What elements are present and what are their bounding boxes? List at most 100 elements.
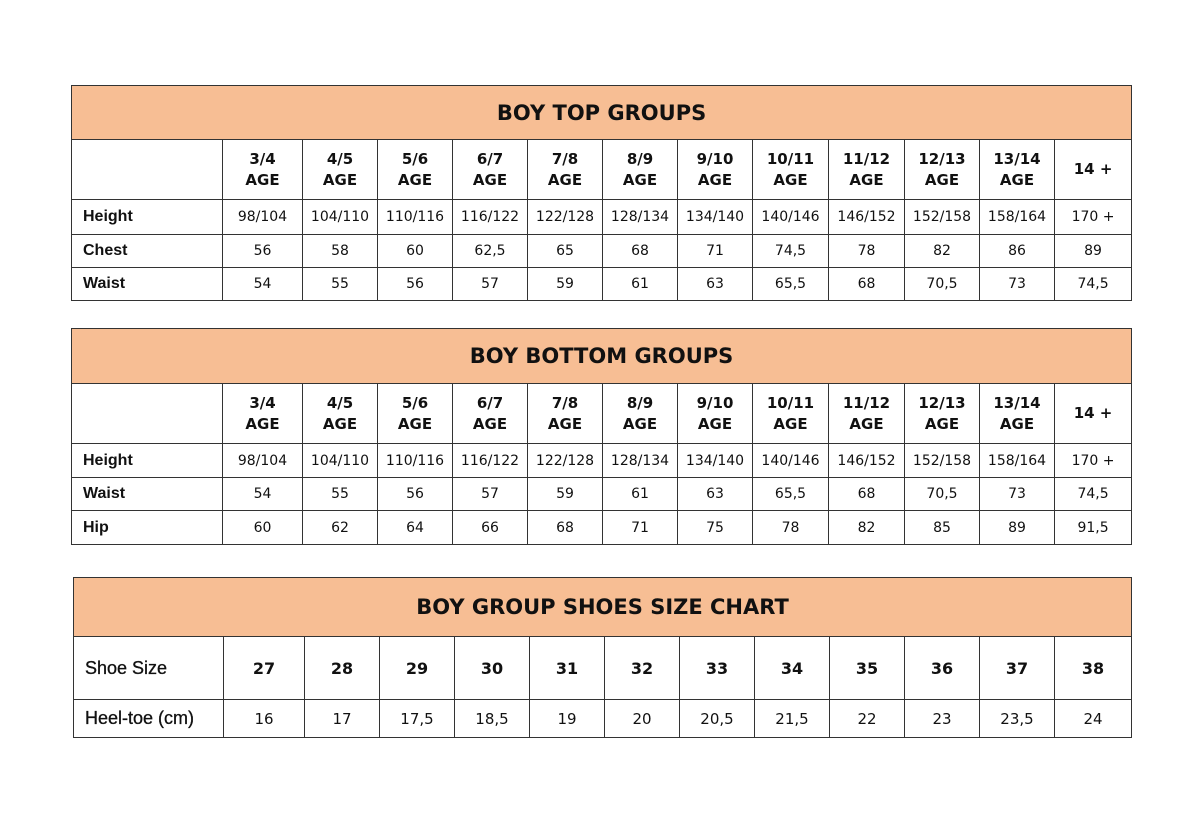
cell-value: 68 <box>828 477 905 511</box>
cell-value: 128/134 <box>602 199 678 235</box>
column-header: 4/5 AGE <box>302 383 378 444</box>
cell-value: 38 <box>1053 636 1133 700</box>
column-header: 12/13 AGE <box>904 139 980 200</box>
cell-value: 24 <box>1053 699 1133 738</box>
cell-value: 27 <box>223 636 305 700</box>
cell-value: 37 <box>979 636 1055 700</box>
cell-value: 65 <box>527 234 603 268</box>
cell-value: 29 <box>379 636 455 700</box>
column-header: 5/6 AGE <box>377 139 453 200</box>
cell-value: 22 <box>829 699 905 738</box>
column-header: 11/12 AGE <box>828 139 905 200</box>
cell-value: 34 <box>754 636 830 700</box>
cell-value: 70,5 <box>904 477 980 511</box>
row-label: Waist <box>71 477 223 511</box>
cell-value: 61 <box>602 267 678 301</box>
cell-value: 82 <box>828 510 905 545</box>
cell-value: 55 <box>302 477 378 511</box>
cell-value: 91,5 <box>1053 510 1133 545</box>
row-label: Waist <box>71 267 223 301</box>
boy-top-groups-table: BOY TOP GROUPS 3/4 AGE 4/5 AGE 5/6 AGE 6/7 AGE 7/… <box>70 85 1133 301</box>
cell-value: 128/134 <box>602 443 678 478</box>
column-header: 3/4 AGE <box>222 139 303 200</box>
cell-value: 68 <box>527 510 603 545</box>
cell-value: 152/158 <box>904 443 980 478</box>
table-title: BOY BOTTOM GROUPS <box>70 328 1133 384</box>
row-label: Shoe Size <box>73 636 224 700</box>
cell-value: 21,5 <box>754 699 830 738</box>
row-label: Height <box>71 443 223 478</box>
column-header: 13/14 AGE <box>979 139 1055 200</box>
column-header: 12/13 AGE <box>904 383 980 444</box>
cell-value: 85 <box>904 510 980 545</box>
cell-value: 64 <box>377 510 453 545</box>
cell-value: 116/122 <box>452 199 528 235</box>
cell-value: 56 <box>222 234 303 268</box>
cell-value: 60 <box>377 234 453 268</box>
cell-value: 56 <box>377 477 453 511</box>
cell-value: 73 <box>979 477 1055 511</box>
cell-value: 57 <box>452 267 528 301</box>
column-header: 10/11 AGE <box>752 139 829 200</box>
cell-value: 20 <box>604 699 680 738</box>
cell-value: 56 <box>377 267 453 301</box>
column-header: 7/8 AGE <box>527 139 603 200</box>
cell-value: 82 <box>904 234 980 268</box>
cell-value: 73 <box>979 267 1055 301</box>
cell-value: 140/146 <box>752 199 829 235</box>
cell-value: 30 <box>454 636 530 700</box>
empty-corner-cell <box>71 383 223 444</box>
cell-value: 31 <box>529 636 605 700</box>
cell-value: 74,5 <box>1053 477 1133 511</box>
cell-value: 74,5 <box>752 234 829 268</box>
column-header: 4/5 AGE <box>302 139 378 200</box>
cell-value: 89 <box>979 510 1055 545</box>
cell-value: 104/110 <box>302 199 378 235</box>
table-row: Hip 60 62 64 66 68 71 75 78 82 85 89 91,5 <box>71 510 1133 545</box>
cell-value: 116/122 <box>452 443 528 478</box>
column-header: 8/9 AGE <box>602 139 678 200</box>
row-label: Heel-toe (cm) <box>73 699 224 738</box>
cell-value: 70,5 <box>904 267 980 301</box>
column-header: 14 + <box>1053 383 1133 444</box>
cell-value: 122/128 <box>527 443 603 478</box>
column-header: 9/10 AGE <box>677 139 753 200</box>
cell-value: 35 <box>829 636 905 700</box>
cell-value: 146/152 <box>828 443 905 478</box>
cell-value: 58 <box>302 234 378 268</box>
cell-value: 110/116 <box>377 199 453 235</box>
cell-value: 140/146 <box>752 443 829 478</box>
cell-value: 23 <box>904 699 980 738</box>
cell-value: 75 <box>677 510 753 545</box>
cell-value: 59 <box>527 267 603 301</box>
cell-value: 18,5 <box>454 699 530 738</box>
cell-value: 68 <box>828 267 905 301</box>
column-header: 11/12 AGE <box>828 383 905 444</box>
cell-value: 98/104 <box>222 199 303 235</box>
table-row: Waist 54 55 56 57 59 61 63 65,5 68 70,5 73 74,5 <box>71 477 1133 511</box>
table-row: Heel-toe (cm) 16 17 17,5 18,5 19 20 20,5 21,5 22 2… <box>73 699 1133 738</box>
cell-value: 86 <box>979 234 1055 268</box>
cell-value: 146/152 <box>828 199 905 235</box>
column-header: 6/7 AGE <box>452 139 528 200</box>
column-header: 7/8 AGE <box>527 383 603 444</box>
table-title: BOY TOP GROUPS <box>70 85 1133 140</box>
cell-value: 17 <box>304 699 380 738</box>
cell-value: 20,5 <box>679 699 755 738</box>
table-row: Waist 54 55 56 57 59 61 63 65,5 68 70,5 73 74,5 <box>71 267 1133 301</box>
table-row: Height 98/104 104/110 110/116 116/122 122/128… <box>71 443 1133 478</box>
cell-value: 57 <box>452 477 528 511</box>
row-label: Height <box>71 199 223 235</box>
cell-value: 158/164 <box>979 199 1055 235</box>
column-header: 3/4 AGE <box>222 383 303 444</box>
row-label: Chest <box>71 234 223 268</box>
cell-value: 66 <box>452 510 528 545</box>
row-label: Hip <box>71 510 223 545</box>
table-row: Height 98/104 104/110 110/116 116/122 122/128… <box>71 199 1133 235</box>
cell-value: 71 <box>602 510 678 545</box>
cell-value: 152/158 <box>904 199 980 235</box>
column-header: 8/9 AGE <box>602 383 678 444</box>
boy-shoes-size-table: BOY GROUP SHOES SIZE CHART Shoe Size 27 28 2… <box>72 577 1133 738</box>
cell-value: 134/140 <box>677 443 753 478</box>
cell-value: 122/128 <box>527 199 603 235</box>
